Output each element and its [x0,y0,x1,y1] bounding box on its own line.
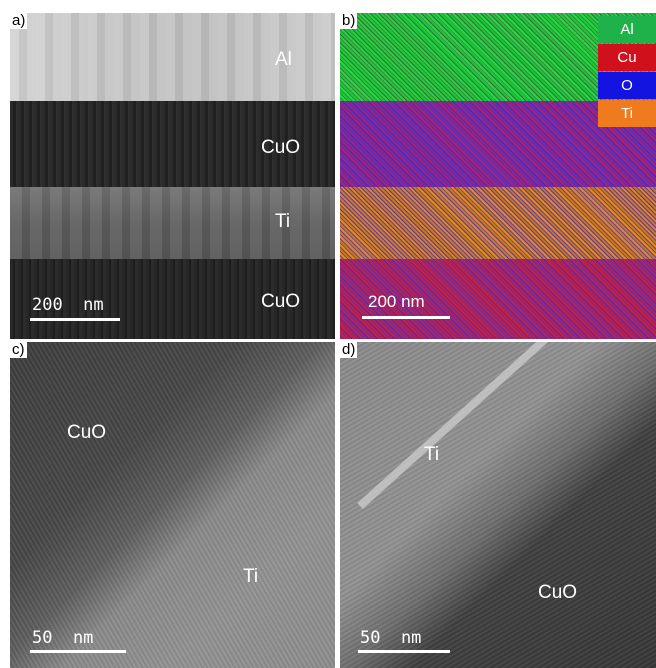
layer-label-ti: Ti [275,211,291,232]
panel-b-edx-map: b) Al Cu O Ti 200 nm [340,13,656,339]
cuo-map-layer-bottom [340,259,656,339]
layer-label-al: Al [275,49,292,70]
legend-item-al: Al [598,16,656,43]
ti-map-layer [340,187,656,259]
region-label-cuo-d: CuO [538,582,578,603]
panel-label-d: d) [340,342,358,358]
panel-label-b: b) [340,13,358,29]
scale-bar-d [358,650,450,653]
scale-bar-a [30,318,120,321]
scale-bar-label-b: 200 nm [368,292,425,311]
al-layer [10,13,335,101]
hrtem-background-d [340,342,656,668]
layer-label-cuo-top: CuO [261,137,301,158]
scale-bar-label-d: 50 nm [360,628,422,648]
scale-bar-b [362,316,450,319]
panel-label-c: c) [10,342,27,358]
cuo-layer-top [10,101,335,187]
legend-item-cu: Cu [598,44,656,71]
element-legend: Al Cu O Ti [598,16,656,128]
scale-bar-label-a: 200 nm [32,295,104,315]
layer-label-cuo-bottom: CuO [261,291,301,312]
legend-item-o: O [598,72,656,99]
region-label-ti-c: Ti [243,566,259,587]
panel-d-hrtem-image: d) Ti CuO 50 nm [340,342,656,668]
panel-c-hrtem-image: c) CuO Ti 50 nm [10,342,335,668]
panel-label-a: a) [10,13,28,29]
panel-a-tem-image: a) Al CuO Ti CuO 200 nm [10,13,335,339]
ti-layer [10,187,335,259]
scale-bar-label-c: 50 nm [32,628,94,648]
legend-item-ti: Ti [598,100,656,127]
region-label-ti-d: Ti [424,444,440,465]
region-label-cuo-c: CuO [67,422,107,443]
scale-bar-c [30,650,126,653]
cuo-layer-bottom [10,259,335,339]
hrtem-background-c [10,342,335,668]
